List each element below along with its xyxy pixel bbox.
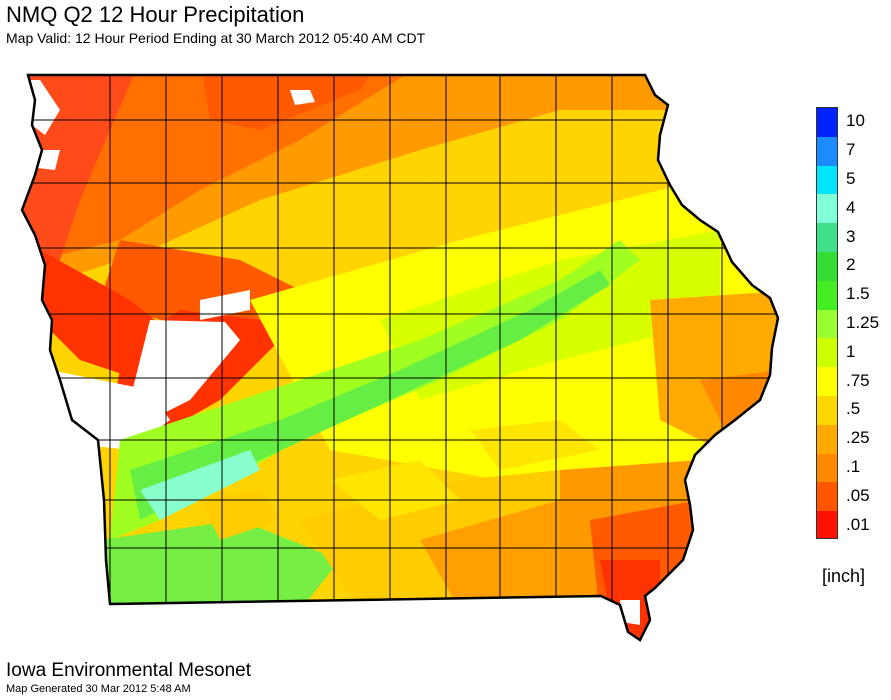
- legend-swatch: [817, 338, 837, 368]
- legend-label: .05: [846, 485, 870, 505]
- legend-unit-label: [inch]: [822, 566, 866, 586]
- legend-label: 4: [846, 197, 856, 217]
- legend-swatch: [817, 251, 837, 281]
- legend-swatch: [817, 165, 837, 195]
- legend-swatch: [817, 136, 837, 166]
- legend-label: 5: [846, 169, 856, 188]
- legend-label: 1.25: [846, 313, 880, 332]
- legend-label: 3: [846, 226, 856, 246]
- legend-label: .5: [846, 399, 861, 419]
- legend-label: .75: [846, 370, 870, 390]
- legend-label: 2: [846, 255, 856, 275]
- legend-swatch: [817, 223, 837, 252]
- iowa-map-svg: [20, 73, 780, 642]
- legend-label: 1.5: [846, 284, 870, 304]
- legend-swatch: [817, 367, 837, 396]
- legend-label: 1: [846, 341, 856, 361]
- footer-generated-time: Map Generated 30 Mar 2012 5:48 AM: [6, 683, 191, 695]
- legend-swatch: [817, 453, 837, 483]
- footer-organization: Iowa Environmental Mesonet: [6, 660, 252, 681]
- legend-swatch: [817, 108, 837, 137]
- legend-swatch: [817, 511, 837, 538]
- color-legend-bar: [816, 107, 838, 539]
- legend-label: 10: [846, 111, 865, 131]
- iowa-precip-map: [0, 60, 800, 655]
- precip-field: [22, 75, 778, 640]
- map-title: NMQ Q2 12 Hour Precipitation: [6, 2, 305, 27]
- legend-label: .25: [846, 428, 870, 448]
- county-boundaries: [22, 75, 778, 620]
- legend-swatch: [817, 482, 837, 512]
- map-valid-subtitle: Map Valid: 12 Hour Period Ending at 30 M…: [6, 30, 426, 46]
- legend-swatch: [817, 309, 837, 339]
- legend-swatch: [817, 395, 837, 425]
- legend-label: 7: [846, 140, 856, 160]
- legend-swatch: [817, 424, 837, 454]
- legend-swatch: [817, 280, 837, 310]
- legend-label: .01: [846, 514, 870, 534]
- legend-swatch: [817, 194, 837, 224]
- legend-label: .1: [846, 457, 861, 476]
